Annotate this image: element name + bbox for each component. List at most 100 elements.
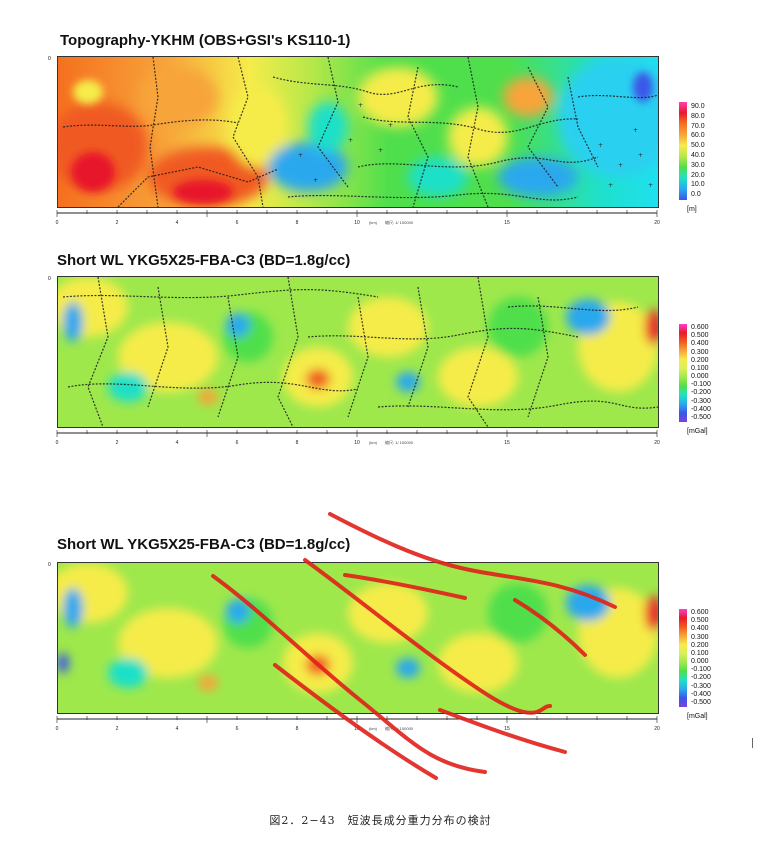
legend-value: 40.0 <box>691 151 705 159</box>
legend-value: -0.400 <box>691 690 711 698</box>
axis-unit-label: (km) <box>369 220 378 225</box>
legend-value: 70.0 <box>691 122 705 130</box>
legend-value: -0.500 <box>691 698 711 706</box>
axis-tick-label: 0 <box>56 220 59 226</box>
distance-axis-1: 0 2 4 6 8 10 15 20 (km) 縮尺: 1/ 100000 <box>56 210 660 230</box>
legend-value: 80.0 <box>691 112 705 120</box>
legend-value: -0.100 <box>691 666 711 674</box>
distance-axis-svg-1: 0 2 4 6 8 10 15 20 (km) 縮尺: 1/ 100000 <box>56 210 660 226</box>
y-axis-mark: 0 <box>48 276 51 282</box>
axis-tick-label: 0 <box>56 726 59 732</box>
panel-title-gravity-faults: Short WL YKG5X25-FBA-C3 (BD=1.8g/cc) <box>57 536 351 553</box>
gravity-network-map[interactable] <box>57 276 659 428</box>
legend-value: 30.0 <box>691 161 705 169</box>
gravity-color-bar-1 <box>679 324 687 422</box>
axis-tick-label: 0 <box>56 440 59 446</box>
svg-text:+: + <box>618 162 623 169</box>
legend-value: 0.000 <box>691 658 709 666</box>
axis-tick-label: 20 <box>654 220 660 226</box>
legend-value: 10.0 <box>691 181 705 189</box>
legend-value: -0.400 <box>691 405 711 413</box>
axis-tick-label: 4 <box>176 440 179 446</box>
legend-value: 0.400 <box>691 625 709 633</box>
elevation-color-bar <box>679 102 687 200</box>
axis-scale-label: 縮尺: 1/ 100000 <box>385 439 414 445</box>
svg-text:+: + <box>638 152 643 159</box>
axis-tick-label: 10 <box>354 440 360 446</box>
gravity-color-bar-2 <box>679 609 687 707</box>
axis-tick-label: 15 <box>504 220 510 226</box>
distance-axis-svg-3: 0 2 4 6 8 10 15 20 (km) 縮尺: 1/ 100000 <box>56 716 660 732</box>
svg-text:+: + <box>378 147 383 154</box>
axis-tick-label: 8 <box>296 440 299 446</box>
svg-text:+: + <box>598 142 603 149</box>
axis-tick-label: 6 <box>236 440 239 446</box>
legend-value: 0.200 <box>691 356 709 364</box>
distance-axis-2: 0 2 4 6 8 10 15 20 (km) 縮尺: 1/ 100000 <box>56 430 660 450</box>
axis-tick-label: 4 <box>176 220 179 226</box>
svg-text:+: + <box>633 127 638 134</box>
legend-value: -0.300 <box>691 682 711 690</box>
legend-value: 0.100 <box>691 649 709 657</box>
page-edge-mark <box>752 738 753 748</box>
svg-text:+: + <box>298 152 303 159</box>
svg-text:+: + <box>608 182 613 189</box>
axis-tick-label: 20 <box>654 440 660 446</box>
axis-tick-label: 2 <box>116 220 119 226</box>
axis-tick-label: 2 <box>116 440 119 446</box>
axis-tick-label: 10 <box>354 220 360 226</box>
gravity-fault-map-image <box>58 563 658 713</box>
panel-title-topography: Topography-YKHM (OBS+GSI's KS110-1) <box>60 32 351 49</box>
axis-tick-label: 15 <box>504 726 510 732</box>
distance-axis-svg-2: 0 2 4 6 8 10 15 20 (km) 縮尺: 1/ 100000 <box>56 430 660 446</box>
y-axis-mark: 0 <box>48 562 51 568</box>
axis-scale-label: 縮尺: 1/ 100000 <box>385 219 414 225</box>
axis-tick-label: 6 <box>236 220 239 226</box>
axis-scale-label: 縮尺: 1/ 100000 <box>385 725 414 731</box>
legend-value: 0.0 <box>691 191 701 199</box>
gravity-network-map-image <box>58 277 658 427</box>
legend-value: 0.000 <box>691 373 709 381</box>
axis-tick-label: 6 <box>236 726 239 732</box>
legend-value: 0.300 <box>691 633 709 641</box>
legend-value: 0.100 <box>691 364 709 372</box>
legend-value: -0.200 <box>691 389 711 397</box>
axis-tick-label: 4 <box>176 726 179 732</box>
legend-value: 0.300 <box>691 348 709 356</box>
legend-value: -0.300 <box>691 397 711 405</box>
svg-text:+: + <box>348 137 353 144</box>
topography-map-image: + + + + + + + + + + + + <box>58 57 658 207</box>
svg-text:+: + <box>313 177 318 184</box>
axis-tick-label: 10 <box>354 726 360 732</box>
legend-value: -0.100 <box>691 381 711 389</box>
legend-value: 50.0 <box>691 142 705 150</box>
svg-text:+: + <box>648 182 653 189</box>
legend-value: 0.200 <box>691 641 709 649</box>
svg-text:+: + <box>358 102 363 109</box>
panel-title-gravity-network: Short WL YKG5X25-FBA-C3 (BD=1.8g/cc) <box>57 252 351 269</box>
gravity-fault-map[interactable] <box>57 562 659 714</box>
topography-map[interactable]: + + + + + + + + + + + + <box>57 56 659 208</box>
axis-tick-label: 20 <box>654 726 660 732</box>
axis-tick-label: 15 <box>504 440 510 446</box>
axis-unit-label: (km) <box>369 726 378 731</box>
svg-text:+: + <box>388 122 393 129</box>
axis-tick-label: 8 <box>296 726 299 732</box>
y-axis-mark: 0 <box>48 56 51 62</box>
gravity-unit-1: [mGal] <box>687 428 708 435</box>
legend-value: 0.500 <box>691 617 709 625</box>
legend-value: 0.600 <box>691 324 709 332</box>
legend-value: 60.0 <box>691 132 705 140</box>
axis-unit-label: (km) <box>369 440 378 445</box>
legend-value: -0.200 <box>691 674 711 682</box>
distance-axis-3: 0 2 4 6 8 10 15 20 (km) 縮尺: 1/ 100000 <box>56 716 660 736</box>
legend-value: 0.500 <box>691 332 709 340</box>
axis-tick-label: 2 <box>116 726 119 732</box>
axis-tick-label: 8 <box>296 220 299 226</box>
gravity-unit-2: [mGal] <box>687 713 708 720</box>
legend-value: 90.0 <box>691 102 705 110</box>
figure-caption: 図2．2−43 短波長成分重力分布の検討 <box>269 814 492 827</box>
legend-value: -0.500 <box>691 413 711 421</box>
legend-value: 0.400 <box>691 340 709 348</box>
legend-value: 20.0 <box>691 171 705 179</box>
